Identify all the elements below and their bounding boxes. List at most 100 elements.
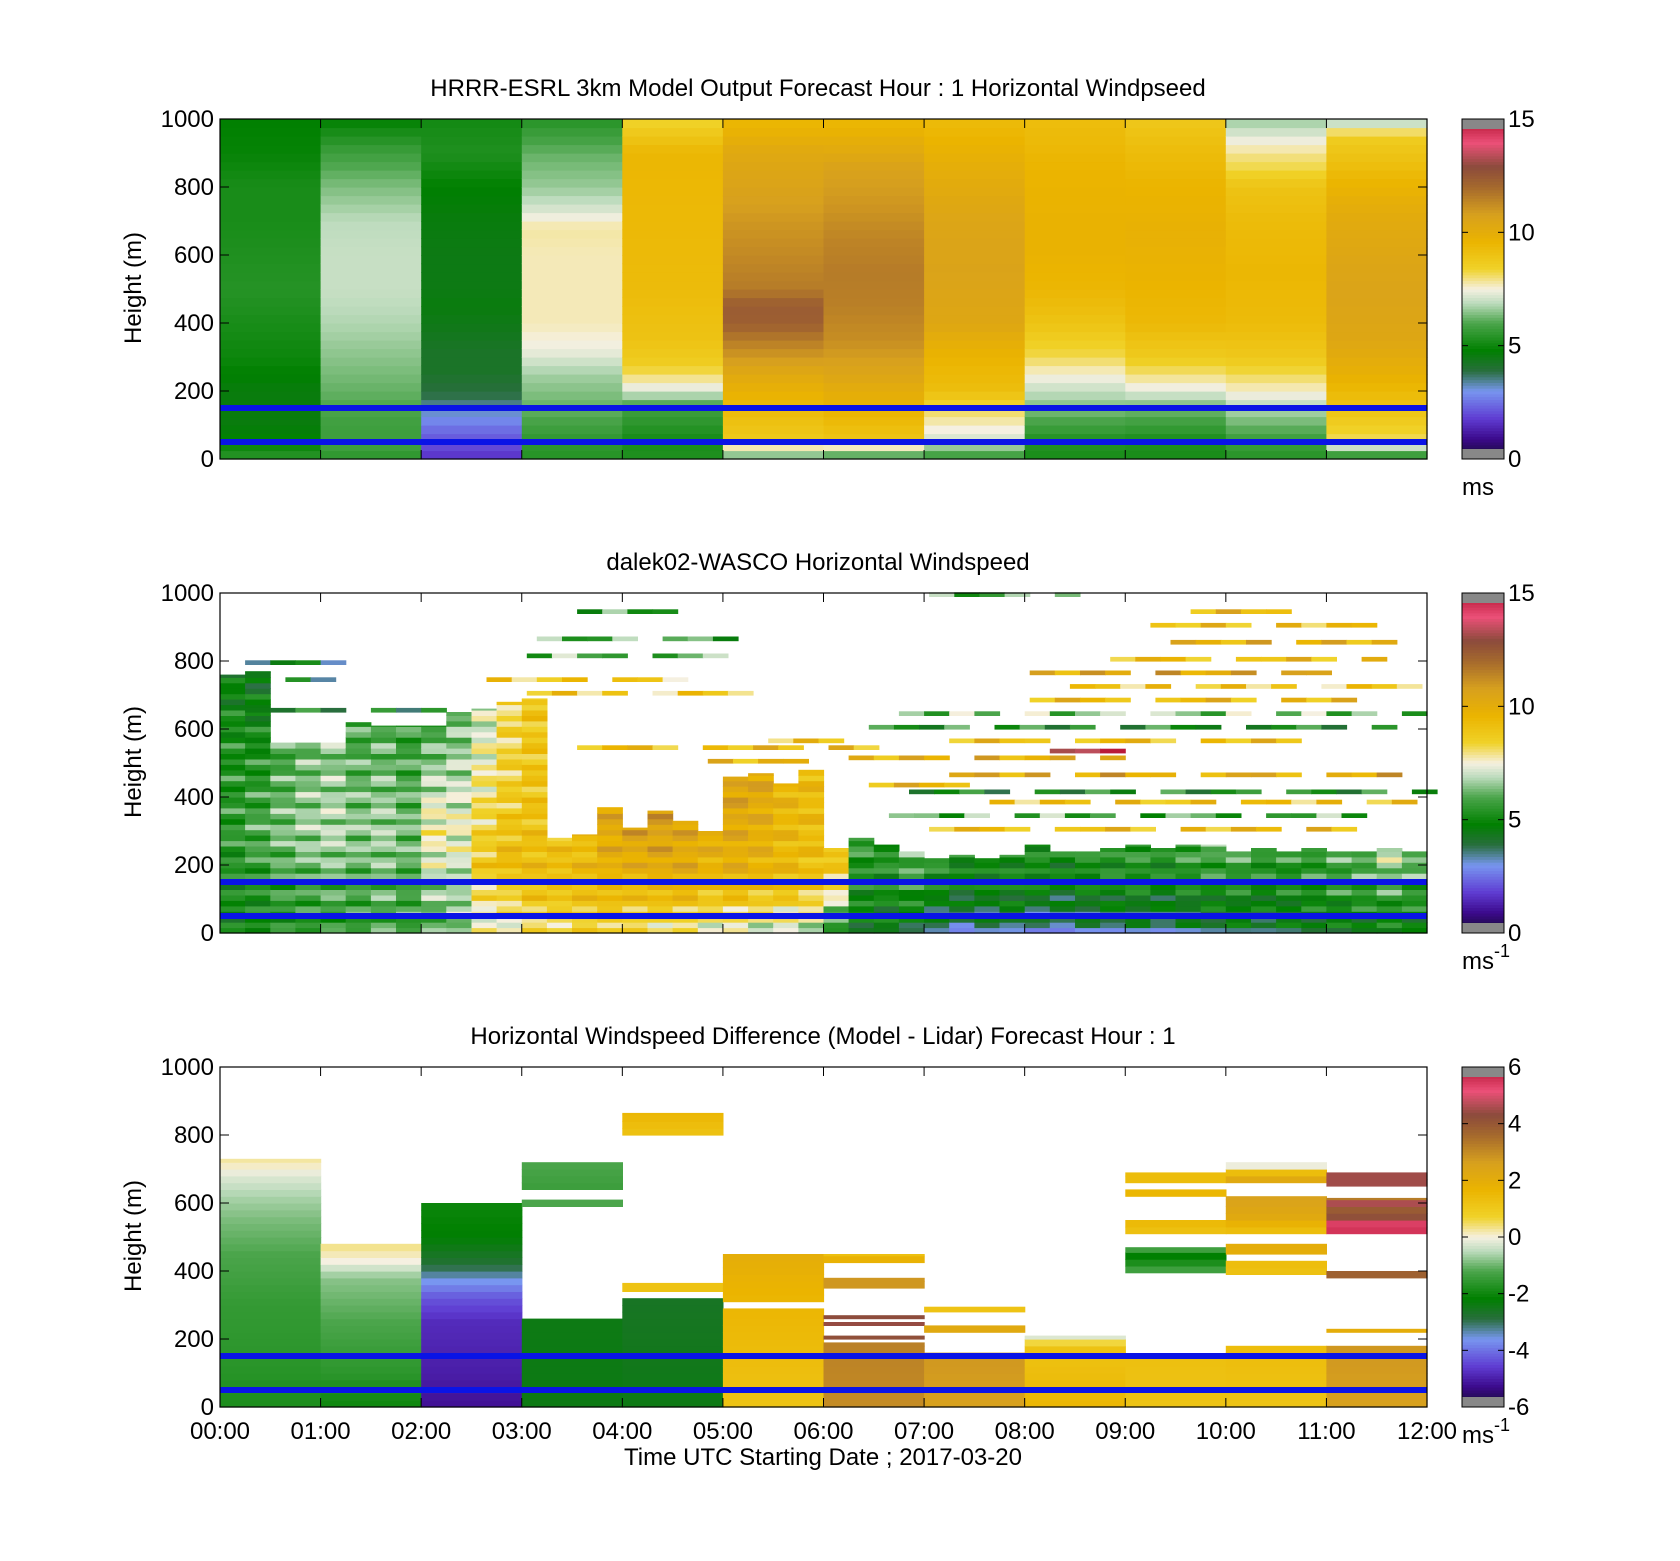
lidar-cell (446, 818, 472, 825)
lidar-cell (220, 791, 246, 798)
lidar-cell (577, 653, 603, 659)
lidar-cell (220, 780, 246, 787)
lidar-cell (1246, 639, 1272, 645)
lidar-cell (783, 758, 809, 764)
lidar-cell (345, 905, 372, 912)
lidar-cell (220, 674, 246, 678)
lidar-cell (798, 846, 825, 852)
model-cell (924, 246, 1026, 256)
model-cell (823, 246, 925, 256)
colorbar-segment (1462, 601, 1504, 605)
lidar-cell (220, 797, 246, 803)
x-tick-label: 06:00 (793, 1418, 853, 1445)
lidar-cell (345, 780, 372, 787)
lidar-cell (421, 753, 447, 760)
difference-cell (421, 1277, 523, 1286)
lidar-cell (1069, 724, 1096, 730)
lidar-cell (1225, 851, 1252, 858)
lidar-cell (1225, 894, 1252, 901)
model-cell (622, 161, 724, 171)
lidar-cell (597, 840, 623, 847)
lidar-cell (1049, 873, 1076, 880)
lidar-cell (773, 846, 799, 852)
model-cell (924, 297, 1026, 307)
model-cell (521, 144, 623, 154)
model-cell (622, 365, 724, 375)
colorbar-segment (1462, 161, 1504, 165)
colorbar-segment (1462, 1339, 1504, 1343)
x-tick-label: 09:00 (1095, 1418, 1155, 1445)
lidar-cell (1095, 684, 1121, 689)
lidar-cell (496, 867, 523, 874)
model-cell (823, 433, 925, 443)
model-cell (1326, 212, 1428, 222)
colorbar-segment (1462, 286, 1504, 290)
difference-cell (1225, 1162, 1327, 1170)
colorbar-tick-label: 0 (1508, 920, 1521, 947)
lidar-cell (1125, 846, 1151, 852)
model-cell (823, 425, 925, 435)
lidar-cell (1251, 889, 1277, 896)
difference-cell (320, 1277, 422, 1286)
difference-cell (421, 1373, 523, 1381)
lidar-cell (245, 715, 271, 722)
model-cell (1125, 136, 1227, 146)
lidar-cell (602, 745, 628, 750)
lidar-cell (798, 780, 825, 787)
lidar-cell (446, 927, 472, 934)
lidar-cell (647, 824, 674, 831)
difference-panel-title: Horizontal Windspeed Difference (Model -… (470, 1023, 1175, 1050)
y-tick-label: 0 (201, 920, 214, 947)
model-cell (622, 221, 724, 231)
difference-cell (421, 1257, 523, 1265)
lidar-cell (370, 894, 397, 901)
lidar-cell (597, 884, 623, 890)
lidar-cell (597, 873, 623, 880)
colorbar-segment (1462, 808, 1504, 812)
difference-cell (722, 1267, 825, 1275)
model-cell (1125, 314, 1227, 324)
colorbar-unit-exponent: -1 (1494, 941, 1510, 961)
lidar-cell (1080, 826, 1106, 832)
lidar-cell (421, 813, 447, 820)
lidar-cell (949, 856, 975, 863)
lidar-cell (798, 916, 825, 923)
model-cell (1225, 297, 1327, 307)
lidar-cell (295, 894, 322, 901)
lidar-cell (546, 851, 573, 858)
lidar-cell (1150, 916, 1177, 923)
lidar-cell (295, 856, 322, 863)
lidar-cell (496, 846, 523, 852)
model-cell (622, 204, 724, 214)
lidar-cell (798, 802, 825, 809)
difference-cell (1024, 1379, 1126, 1388)
colorbar-segment (1462, 765, 1504, 770)
model-cell (924, 272, 1026, 282)
lidar-cell (1251, 772, 1277, 778)
model-cell (421, 408, 523, 418)
lidar-cell (446, 769, 472, 776)
colorbar-frame (1461, 592, 1505, 934)
lidar-cell (396, 731, 422, 738)
colorbar-segment (1462, 1302, 1504, 1306)
model-cell (1326, 221, 1428, 231)
colorbar-segment (1462, 226, 1504, 230)
lidar-cell (220, 710, 246, 716)
colorbar-segment (1462, 1353, 1504, 1357)
colorbar-segment (1462, 359, 1504, 364)
lidar-cell (1075, 889, 1101, 896)
colorbar-segment (1462, 655, 1504, 659)
lidar-cell (320, 813, 347, 820)
lidar-cell (446, 824, 472, 831)
model-cell (320, 136, 422, 146)
lidar-cell (1024, 862, 1051, 869)
lidar-cell (898, 927, 925, 934)
lidar-cell (270, 797, 296, 803)
colorbar-segment (1462, 283, 1504, 287)
lidar-cell (421, 846, 447, 852)
model-cell (823, 399, 925, 409)
model-cell (1225, 263, 1327, 273)
model-cell (1125, 297, 1227, 307)
lidar-cell (1301, 856, 1327, 863)
